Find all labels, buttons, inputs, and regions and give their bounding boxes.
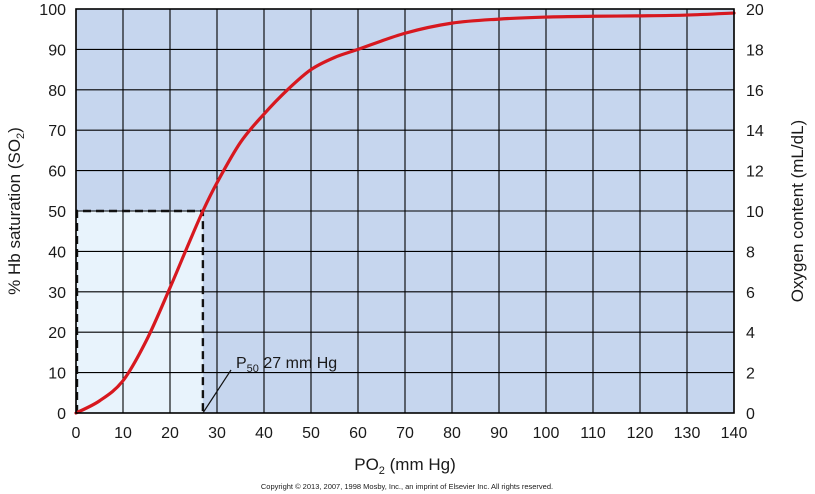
y-tick-label: 10 bbox=[48, 366, 66, 383]
x-tick-label: 10 bbox=[114, 425, 132, 442]
x-tick-label: 50 bbox=[302, 425, 320, 442]
p50-dashed-outline bbox=[75, 209, 205, 413]
x-tick-label: 70 bbox=[396, 425, 414, 442]
x-tick-label: 30 bbox=[208, 425, 226, 442]
x-tick-label: 110 bbox=[580, 425, 606, 442]
y2-tick-label: 4 bbox=[746, 325, 755, 342]
y2-axis-ticks: 0 2 4 6 8 10 12 14 16 18 20 bbox=[746, 2, 764, 423]
plot-border bbox=[75, 8, 735, 414]
y2-tick-label: 8 bbox=[746, 244, 755, 261]
y2-tick-label: 12 bbox=[746, 164, 764, 181]
x-tick-label: 90 bbox=[490, 425, 508, 442]
y-tick-label: 60 bbox=[48, 164, 66, 181]
dissociation-curve-line bbox=[74, 11, 736, 415]
x-tick-label: 20 bbox=[161, 425, 179, 442]
y2-tick-label: 6 bbox=[746, 285, 755, 302]
x-tick-label: 130 bbox=[674, 425, 701, 442]
y2-tick-label: 0 bbox=[746, 406, 755, 423]
y-tick-label: 70 bbox=[48, 123, 66, 140]
p50-shaded-region bbox=[76, 211, 203, 413]
y2-axis-label: Oxygen content (mL/dL) bbox=[788, 120, 807, 302]
y-tick-label: 40 bbox=[48, 244, 66, 261]
y-tick-label: 20 bbox=[48, 325, 66, 342]
x-tick-label: 60 bbox=[349, 425, 367, 442]
y-tick-label: 100 bbox=[39, 2, 66, 19]
y2-tick-label: 14 bbox=[746, 123, 764, 140]
copyright-footer: Copyright © 2013, 2007, 1998 Mosby, Inc.… bbox=[261, 482, 553, 491]
x-axis-ticks: 0 10 20 30 40 50 60 70 80 90 100 110 120 130 140 bbox=[72, 425, 748, 442]
y-axis-label: % Hb saturation (SO2) bbox=[5, 127, 27, 295]
y2-tick-label: 18 bbox=[746, 42, 764, 59]
y2-tick-label: 16 bbox=[746, 83, 764, 100]
y-tick-label: 80 bbox=[48, 83, 66, 100]
p50-annotation: P50 27 mm Hg bbox=[236, 355, 337, 375]
y-tick-label: 50 bbox=[48, 204, 66, 221]
y-tick-label: 0 bbox=[57, 406, 66, 423]
y2-tick-label: 10 bbox=[746, 204, 764, 221]
y2-tick-label: 2 bbox=[746, 366, 755, 383]
x-tick-label: 120 bbox=[627, 425, 654, 442]
x-axis-label: PO2 (mm Hg) bbox=[354, 455, 456, 477]
x-tick-label: 0 bbox=[72, 425, 81, 442]
p50-annotation-leader bbox=[202, 369, 232, 414]
x-tick-label: 100 bbox=[533, 425, 560, 442]
y2-tick-label: 20 bbox=[746, 2, 764, 19]
x-tick-label: 140 bbox=[721, 425, 748, 442]
x-tick-label: 40 bbox=[255, 425, 273, 442]
y-axis-ticks: 0 10 20 30 40 50 60 70 80 90 100 bbox=[39, 2, 66, 423]
y-tick-label: 30 bbox=[48, 285, 66, 302]
y-tick-label: 90 bbox=[48, 42, 66, 59]
x-tick-label: 80 bbox=[443, 425, 461, 442]
